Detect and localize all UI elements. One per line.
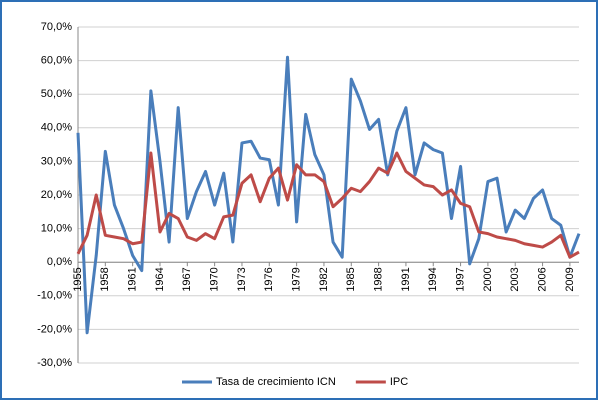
y-tick-label: 50,0%	[41, 88, 72, 100]
y-tick-label: 0,0%	[47, 256, 72, 268]
x-tick-label: 1982	[318, 267, 330, 291]
x-tick-label: 1991	[400, 267, 412, 291]
x-tick-label: 1997	[454, 267, 466, 291]
x-tick-label: 1988	[373, 267, 385, 291]
legend-label: IPC	[390, 376, 408, 388]
x-tick-label: 2003	[509, 267, 521, 291]
y-tick-label: 60,0%	[41, 55, 72, 67]
y-tick-label: -30,0%	[37, 357, 72, 369]
x-tick-label: 2000	[482, 267, 494, 291]
x-tick-label: 2009	[564, 267, 576, 291]
x-tick-label: 1967	[181, 267, 193, 291]
y-tick-label: 20,0%	[41, 189, 72, 201]
y-tick-label: 30,0%	[41, 155, 72, 167]
x-tick-label: 1970	[209, 267, 221, 291]
x-tick-label: 1955	[72, 267, 84, 291]
x-tick-label: 1994	[427, 267, 439, 291]
series-line	[76, 151, 580, 259]
y-tick-label: -10,0%	[37, 290, 72, 302]
x-tick-label: 2006	[536, 267, 548, 291]
y-tick-label: 70,0%	[41, 21, 72, 33]
x-tick-label: 1961	[127, 267, 139, 291]
series-line	[76, 55, 581, 335]
x-tick-label: 1979	[291, 267, 303, 291]
legend-label: Tasa de crecimiento ICN	[216, 376, 336, 388]
x-tick-label: 1973	[236, 267, 248, 291]
y-tick-label: 40,0%	[41, 122, 72, 134]
y-tick-label: 10,0%	[41, 223, 72, 235]
y-tick-label: -20,0%	[37, 323, 72, 335]
x-tick-label: 1958	[99, 267, 111, 291]
x-tick-label: 1964	[154, 267, 166, 291]
x-tick-label: 1985	[345, 267, 357, 291]
x-tick-label: 1976	[263, 267, 275, 291]
